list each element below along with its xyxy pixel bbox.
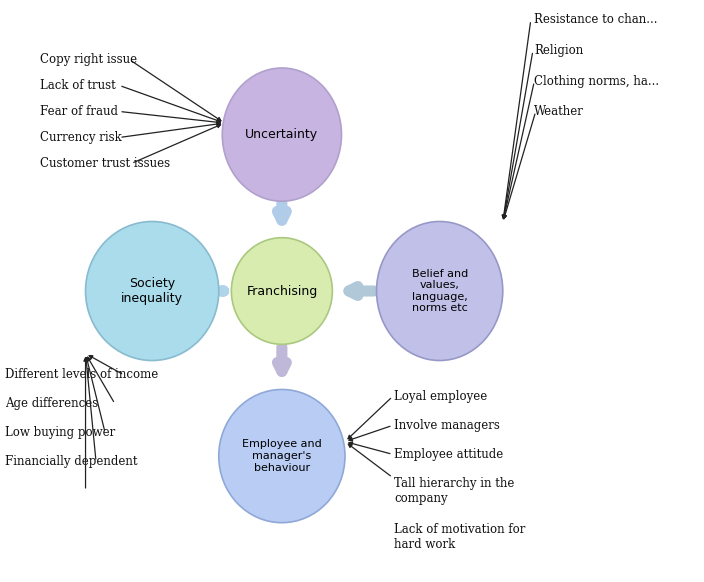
Text: Lack of trust: Lack of trust: [40, 79, 115, 92]
Text: Age differences: Age differences: [5, 398, 98, 410]
Ellipse shape: [219, 389, 345, 523]
Text: Fear of fraud: Fear of fraud: [40, 105, 118, 118]
Text: Resistance to chan...: Resistance to chan...: [534, 13, 658, 26]
Text: Weather: Weather: [534, 105, 584, 118]
Text: Uncertainty: Uncertainty: [245, 128, 318, 141]
Text: Financially dependent: Financially dependent: [5, 455, 137, 469]
Text: Society
inequality: Society inequality: [121, 277, 183, 305]
Text: Customer trust issues: Customer trust issues: [40, 157, 170, 170]
Text: Tall hierarchy in the
company: Tall hierarchy in the company: [394, 477, 515, 505]
Ellipse shape: [85, 222, 219, 360]
Text: Religion: Religion: [534, 44, 584, 57]
Text: Low buying power: Low buying power: [5, 427, 115, 439]
Text: Employee attitude: Employee attitude: [394, 448, 503, 461]
Text: Involve managers: Involve managers: [394, 419, 500, 432]
Text: Employee and
manager's
behaviour: Employee and manager's behaviour: [242, 439, 322, 473]
Text: Loyal employee: Loyal employee: [394, 390, 487, 403]
Text: Currency risk: Currency risk: [40, 131, 122, 144]
Text: Belief and
values,
language,
norms etc: Belief and values, language, norms etc: [412, 269, 467, 313]
Text: Copy right issue: Copy right issue: [40, 53, 137, 66]
Ellipse shape: [232, 237, 332, 345]
Text: Different levels of income: Different levels of income: [5, 368, 158, 381]
Ellipse shape: [377, 222, 503, 360]
Text: Franchising: Franchising: [246, 285, 318, 297]
Text: Clothing norms, ha...: Clothing norms, ha...: [534, 75, 660, 88]
Text: Lack of motivation for
hard work: Lack of motivation for hard work: [394, 523, 525, 551]
Ellipse shape: [222, 68, 341, 201]
